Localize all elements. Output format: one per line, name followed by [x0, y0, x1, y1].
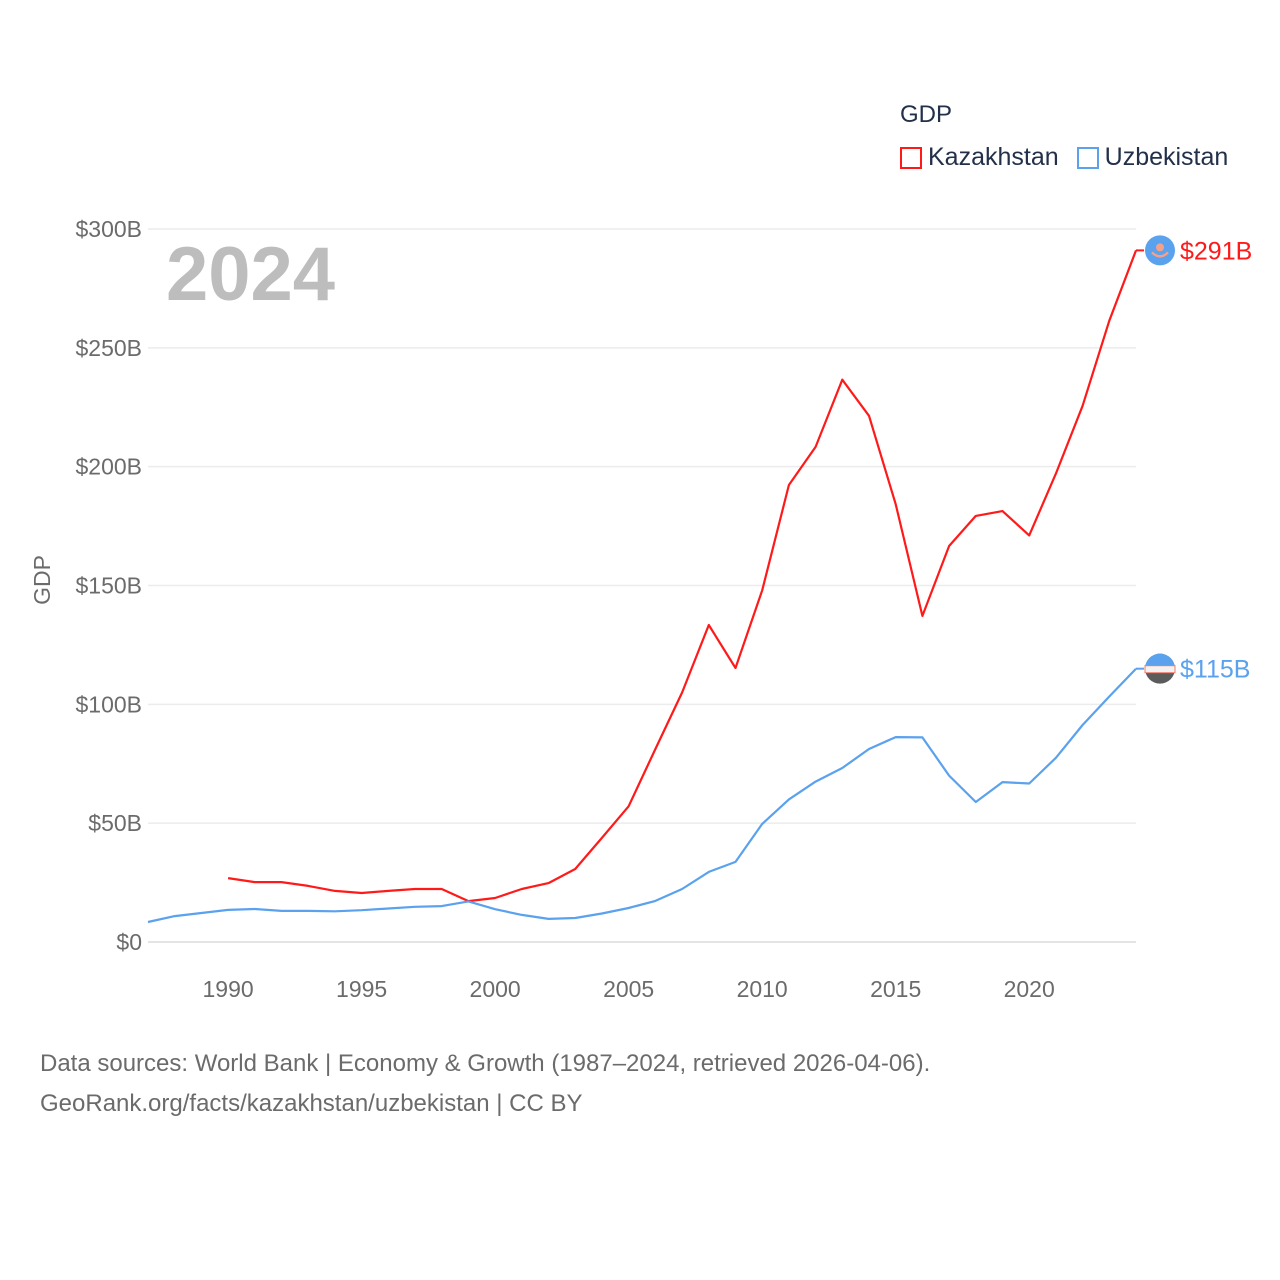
- flag-eagle-icon: [1151, 251, 1169, 258]
- legend-label-uzbekistan: Uzbekistan: [1104, 143, 1229, 171]
- y-tick-label: $0: [116, 929, 142, 955]
- y-axis-title: GDP: [29, 555, 55, 605]
- footer-sources: Data sources: World Bank | Economy & Gro…: [40, 1050, 931, 1077]
- x-tick-label: 2005: [603, 976, 654, 1002]
- legend: Kazakhstan Uzbekistan: [900, 143, 1228, 172]
- x-tick-label: 2000: [470, 976, 521, 1002]
- series-line-uzbekistan: [147, 667, 1137, 924]
- flag-top-stripe: [1145, 653, 1175, 669]
- y-tick-label: $300B: [75, 216, 142, 242]
- legend-item-kazakhstan[interactable]: Kazakhstan: [900, 143, 1059, 172]
- y-tick-label: $250B: [75, 335, 142, 361]
- x-tick-label: 2010: [737, 976, 788, 1002]
- x-tick-label: 2015: [870, 976, 921, 1002]
- x-tick-label: 1995: [336, 976, 387, 1002]
- footer: Data sources: World Bank | Economy & Gro…: [40, 1044, 930, 1124]
- x-tick-label: 2020: [1004, 976, 1055, 1002]
- legend-title: GDP: [900, 101, 953, 128]
- series-line-kazakhstan: [227, 250, 1138, 903]
- legend-swatch-kazakhstan: [900, 146, 922, 169]
- end-label-kazakhstan: $291B: [1180, 237, 1252, 265]
- y-tick-label: $100B: [75, 691, 142, 717]
- legend-item-uzbekistan[interactable]: Uzbekistan: [1076, 143, 1229, 172]
- flag-middle-stripe: [1144, 665, 1176, 674]
- y-tick-label: $200B: [75, 454, 142, 480]
- y-tick-label: $50B: [88, 810, 142, 836]
- y-tick-label: $150B: [75, 573, 142, 599]
- legend-label-kazakhstan: Kazakhstan: [928, 143, 1059, 171]
- x-tick-label: 1990: [203, 976, 254, 1002]
- footer-link[interactable]: GeoRank.org/facts/kazakhstan/uzbekistan …: [40, 1090, 583, 1117]
- year-label: 2024: [166, 232, 335, 317]
- end-label-uzbekistan: $115B: [1180, 656, 1250, 684]
- flag-sun-icon: [1156, 243, 1164, 252]
- legend-swatch-uzbekistan: [1076, 146, 1099, 169]
